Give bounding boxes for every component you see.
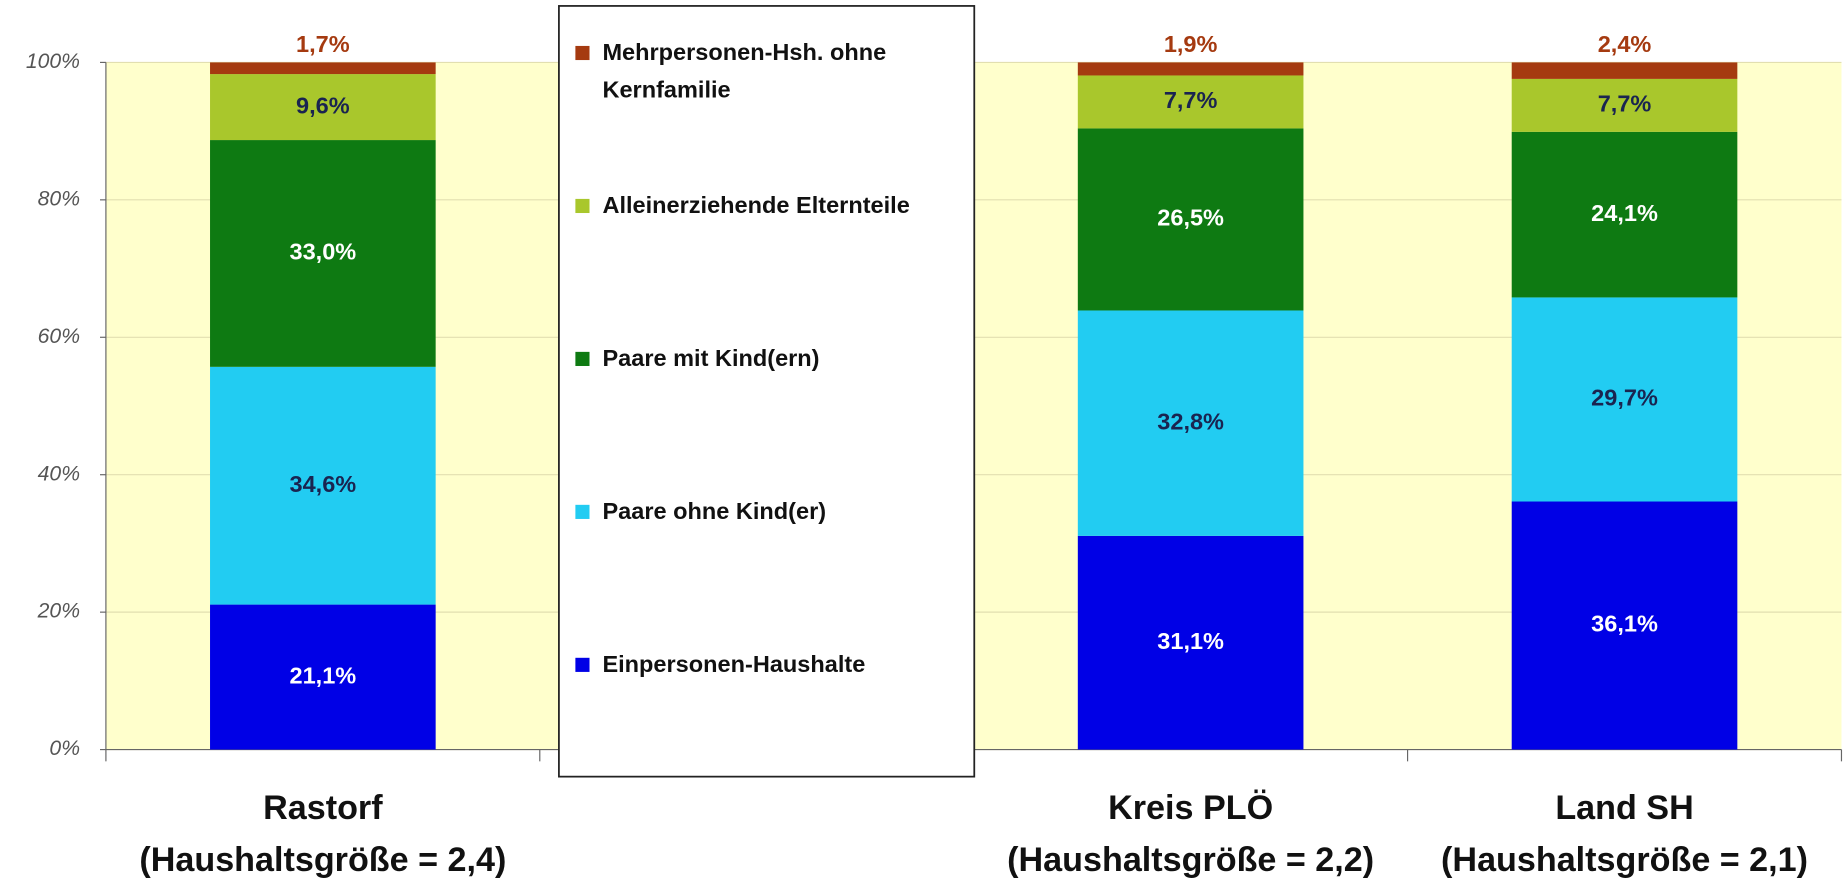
legend-swatch xyxy=(575,504,590,519)
bar-segment xyxy=(1077,62,1304,76)
x-tick-label: Rastorf (Haushaltsgröße = 2,4) xyxy=(139,789,507,880)
x-tick-label: Land SH (Haushaltsgröße = 2,1) xyxy=(1441,789,1808,880)
bar-segment xyxy=(210,140,436,367)
bar-segment xyxy=(210,74,436,141)
data-label: 31,1% xyxy=(1157,628,1224,654)
data-label: 29,7% xyxy=(1591,385,1658,411)
bar-segment xyxy=(1077,128,1304,311)
bar-segment xyxy=(210,62,436,75)
bar-segment xyxy=(210,604,436,750)
y-tick-label: 100% xyxy=(26,50,80,73)
data-label: 21,1% xyxy=(290,662,357,688)
y-tick-label: 40% xyxy=(38,462,80,485)
y-tick-label: 60% xyxy=(38,325,80,348)
data-label: 7,7% xyxy=(1598,91,1652,117)
legend-label-box: Einpersonen-Haushalte xyxy=(602,651,866,678)
legend-label-box: Paare mit Kind(ern) xyxy=(602,345,820,372)
bar-segment xyxy=(1511,62,1738,79)
legend-box xyxy=(558,5,976,778)
legend-label: Mehrpersonen-Hsh. ohne Kernfamilie xyxy=(602,40,887,104)
bar-segment xyxy=(210,366,436,605)
bar-segment xyxy=(1077,535,1304,750)
data-label: 32,8% xyxy=(1157,408,1224,434)
data-label: 36,1% xyxy=(1591,611,1658,637)
data-label: 24,1% xyxy=(1591,200,1658,226)
data-label: 9,6% xyxy=(296,92,350,118)
data-label: 33,0% xyxy=(290,239,357,265)
legend-label: Alleinerziehende Elternteile xyxy=(602,193,910,219)
legend-label: Einpersonen-Haushalte xyxy=(602,651,866,678)
y-tick-label: 0% xyxy=(49,737,80,760)
data-label: 2,4% xyxy=(1598,31,1652,57)
data-label: 1,9% xyxy=(1164,31,1218,57)
legend-swatch xyxy=(575,45,590,61)
y-tick-label: 20% xyxy=(37,600,80,623)
legend-swatch xyxy=(575,657,590,672)
y-tick-label: 80% xyxy=(38,187,80,210)
legend-label: Paare ohne Kind(er) xyxy=(602,498,827,525)
bar-segment xyxy=(1511,78,1738,132)
data-label: 7,7% xyxy=(1164,87,1218,113)
legend-label-box: Mehrpersonen-Hsh. ohne Kernfamilie xyxy=(602,40,887,104)
legend-label: Paare mit Kind(ern) xyxy=(602,345,820,372)
x-tick-label-box: Kreis PLÖ (Haushaltsgröße = 2,2) xyxy=(1007,789,1375,880)
x-tick-label: Kreis PLÖ (Haushaltsgröße = 2,2) xyxy=(1007,789,1375,880)
legend-label-box: Paare ohne Kind(er) xyxy=(602,498,827,525)
legend-swatch xyxy=(575,198,590,214)
x-tick-label-box: Land SH (Haushaltsgröße = 2,1) xyxy=(1441,789,1808,880)
x-tick-label-box: Rastorf (Haushaltsgröße = 2,4) xyxy=(139,789,507,880)
data-label: 1,7% xyxy=(296,31,350,57)
data-label: 26,5% xyxy=(1157,205,1224,231)
bar-segment xyxy=(1511,501,1738,750)
data-label: 34,6% xyxy=(290,471,357,497)
legend-label-box: Alleinerziehende Elternteile xyxy=(602,193,910,219)
legend-swatch xyxy=(575,351,590,366)
bar-segment xyxy=(1077,310,1304,536)
bar-segment xyxy=(1077,75,1304,129)
bar-segment xyxy=(1511,131,1738,298)
bar-segment xyxy=(1511,297,1738,502)
